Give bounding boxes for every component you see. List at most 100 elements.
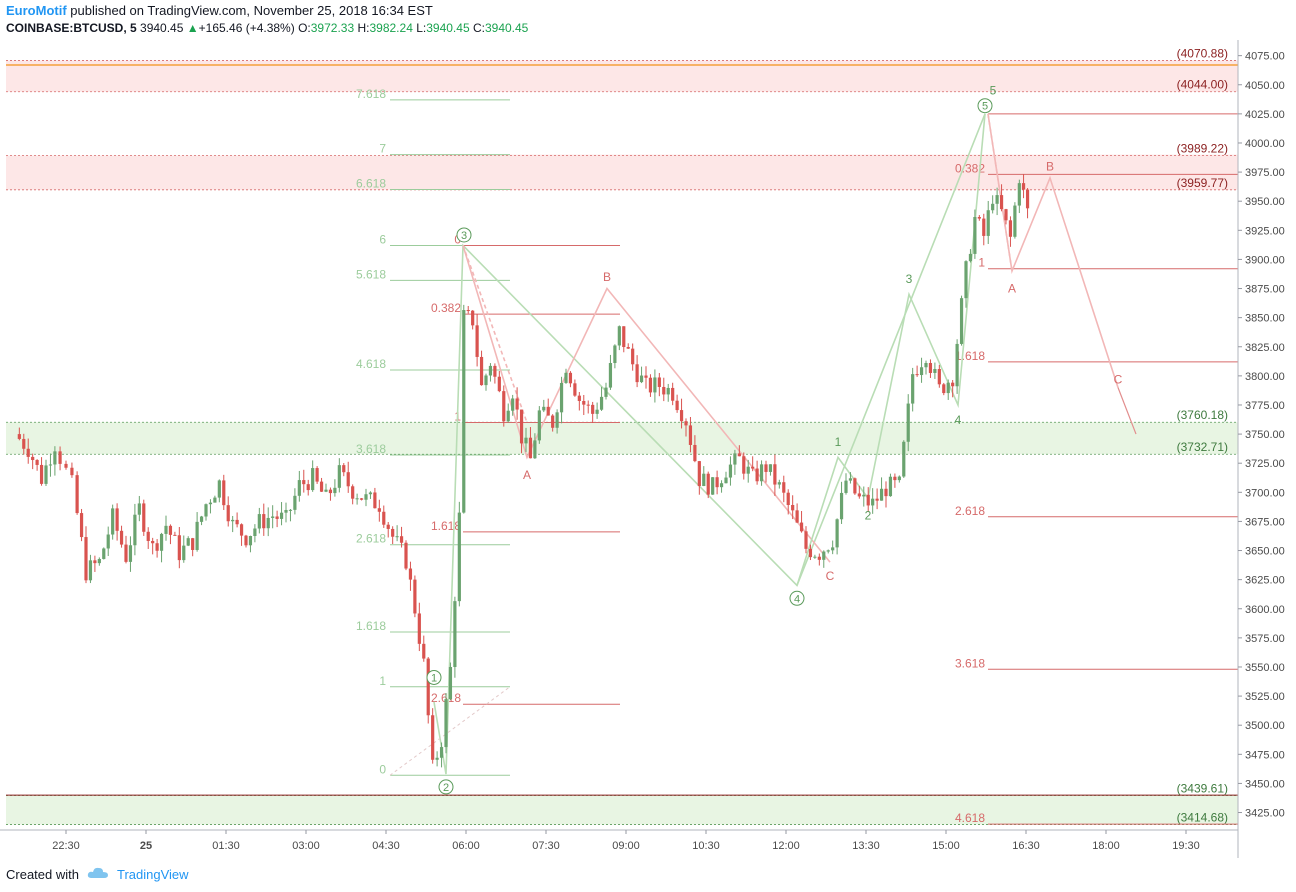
candle-body xyxy=(897,476,901,481)
candle-layer xyxy=(17,174,1030,768)
candle-body xyxy=(648,377,653,393)
candle-body xyxy=(346,472,350,487)
candle-body xyxy=(835,519,839,548)
published-text: published on TradingView.com, November 2… xyxy=(70,3,433,18)
candle-body xyxy=(1021,183,1026,190)
candle-body xyxy=(999,195,1004,210)
candle-body xyxy=(173,534,177,536)
candle-body xyxy=(448,666,453,700)
candle-body xyxy=(755,468,759,482)
wave-circle xyxy=(456,227,472,243)
candle-body xyxy=(768,464,773,472)
candle-body xyxy=(915,374,919,376)
y-tick-label: 3525.00 xyxy=(1245,691,1285,703)
tradingview-link[interactable]: TradingView xyxy=(116,867,189,882)
candle-body xyxy=(133,514,137,546)
candle-body xyxy=(391,528,395,537)
candle-body xyxy=(186,538,190,546)
candle-body xyxy=(684,421,688,426)
candle-body xyxy=(679,410,684,422)
candle-body xyxy=(226,505,230,522)
candle-body xyxy=(675,400,679,411)
fib-ext-label: 7 xyxy=(379,142,386,156)
candle-body xyxy=(195,521,199,550)
candle-body xyxy=(555,412,559,428)
x-tick-label: 04:30 xyxy=(372,840,400,852)
candle-body xyxy=(737,453,741,457)
wave-label: 1 xyxy=(431,672,437,684)
fib-red-label: 1.618 xyxy=(431,519,461,533)
candle-body xyxy=(511,398,515,411)
y-tick-label: 3675.00 xyxy=(1245,516,1285,528)
candle-body xyxy=(417,613,421,644)
ohlc-bar: COINBASE:BTCUSD, 5 3940.45 ▲+165.46 (+4.… xyxy=(6,21,528,35)
wave-circle xyxy=(426,669,442,685)
candle-body xyxy=(493,365,497,377)
candle-body xyxy=(39,464,44,484)
candle-body xyxy=(111,508,115,535)
x-tick-label: 06:00 xyxy=(452,840,480,852)
candle-body xyxy=(208,502,213,505)
y-tick-label: 3925.00 xyxy=(1245,225,1285,237)
candle-body xyxy=(875,498,879,501)
wave-circle xyxy=(438,779,454,795)
candle-body xyxy=(982,218,986,236)
y-tick-label: 3875.00 xyxy=(1245,284,1285,296)
x-tick-label: 15:00 xyxy=(932,840,960,852)
candle-body xyxy=(17,434,21,439)
correction-dash-line xyxy=(462,245,528,423)
wave-label: C xyxy=(826,569,835,583)
y-tick-label: 3800.00 xyxy=(1245,371,1285,383)
x-tick-label: 12:00 xyxy=(772,840,800,852)
candle-body xyxy=(951,382,955,387)
projection-dash-line xyxy=(987,113,1013,272)
wave-label: 1 xyxy=(835,435,842,449)
y-tick-label: 4075.00 xyxy=(1245,51,1285,63)
price-chart[interactable]: (4070.88) (4044.00) (3989.22) (3959.77) (376… xyxy=(0,40,1296,858)
candle-body xyxy=(377,508,381,512)
candle-body xyxy=(222,480,226,506)
fib-ext-label: 3.618 xyxy=(356,442,386,456)
candle-body xyxy=(88,560,93,581)
y-tick-label: 3850.00 xyxy=(1245,313,1285,325)
x-tick-label: 16:30 xyxy=(1012,840,1040,852)
candle-body xyxy=(826,550,830,552)
fib-red-label: 0.382 xyxy=(431,301,461,315)
candle-body xyxy=(337,465,341,488)
candle-body xyxy=(968,253,973,262)
candle-body xyxy=(355,498,359,500)
level-label: (3760.18) xyxy=(1177,408,1228,422)
tradingview-cloud-icon xyxy=(87,866,109,883)
candle-body xyxy=(635,364,639,383)
candle-body xyxy=(964,261,968,299)
candle-body xyxy=(626,347,630,349)
candle-body xyxy=(1013,205,1017,237)
candle-body xyxy=(782,482,786,493)
fib-ext-label: 6 xyxy=(379,232,386,246)
fib-ext-label: 1 xyxy=(379,674,386,688)
candle-body xyxy=(742,456,746,474)
candle-body xyxy=(466,310,470,312)
close-value: 3940.45 xyxy=(484,21,529,35)
candle-body xyxy=(613,345,617,364)
candle-body xyxy=(853,478,857,494)
candle-body xyxy=(706,473,710,495)
candle-body xyxy=(688,425,693,445)
y-tick-label: 3575.00 xyxy=(1245,633,1285,645)
candle-body xyxy=(715,477,719,488)
candle-body xyxy=(58,451,62,464)
candle-body xyxy=(919,367,924,376)
candle-body xyxy=(142,503,146,532)
y-tick-label: 3700.00 xyxy=(1245,487,1285,499)
candle-body xyxy=(248,536,253,546)
candle-body xyxy=(319,481,324,492)
candle-body xyxy=(764,464,768,472)
wave-label: 4 xyxy=(794,593,800,605)
author-link[interactable]: EuroMotif xyxy=(6,3,67,18)
level-label: (4044.00) xyxy=(1177,78,1228,92)
open-value: 3972.33 xyxy=(310,21,355,35)
candle-body xyxy=(359,498,364,500)
wave-label: C xyxy=(1114,372,1123,386)
candle-body xyxy=(813,556,817,558)
candle-body xyxy=(577,395,581,401)
